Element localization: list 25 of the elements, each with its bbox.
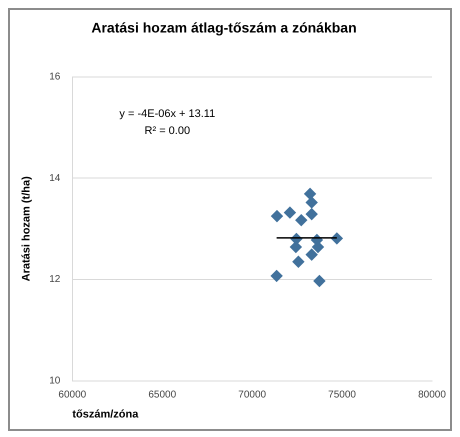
point bbox=[290, 241, 302, 254]
point bbox=[292, 256, 304, 268]
point bbox=[313, 274, 326, 287]
x-tick-label: 65000 bbox=[148, 390, 177, 401]
annotation: y = -4E-06x + 13.11 bbox=[119, 108, 216, 120]
x-axis-title: tőszám/zóna bbox=[72, 408, 140, 420]
chart-title: Aratási hozam átlag-tőszám a zónákban bbox=[91, 19, 357, 36]
point bbox=[304, 188, 316, 200]
y-axis-title: Aratási hozam (t/ha) bbox=[20, 176, 33, 282]
x-tick-label: 80000 bbox=[418, 390, 446, 401]
y-tick-label: 10 bbox=[49, 376, 61, 387]
point bbox=[306, 208, 318, 220]
point bbox=[306, 196, 318, 208]
x-tick-label: 60000 bbox=[58, 390, 87, 401]
y-tick-label: 12 bbox=[49, 274, 61, 286]
point bbox=[270, 210, 283, 222]
point bbox=[270, 270, 283, 282]
point bbox=[306, 248, 318, 261]
point bbox=[295, 214, 308, 226]
point bbox=[284, 206, 296, 219]
y-tick-label: 14 bbox=[49, 172, 61, 184]
y-tick-label: 16 bbox=[49, 72, 61, 83]
annotation: R² = 0.00 bbox=[144, 124, 190, 137]
x-tick-label: 75000 bbox=[328, 390, 356, 401]
x-tick-label: 70000 bbox=[238, 390, 266, 401]
